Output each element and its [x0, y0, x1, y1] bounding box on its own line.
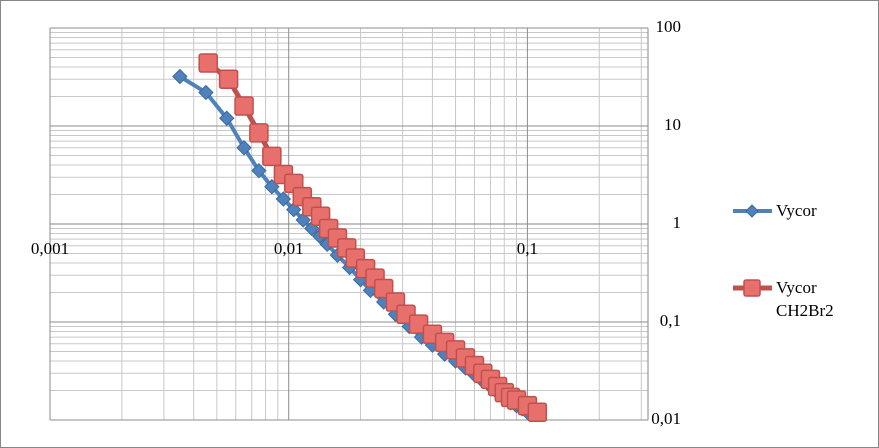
x-tick-label: 0,001: [31, 239, 69, 258]
data-point: [219, 110, 235, 126]
y-tick-label: 100: [656, 17, 682, 36]
y-tick-label: 10: [664, 115, 681, 134]
y-tick-label: 0,1: [660, 311, 681, 330]
data-point: [234, 96, 254, 116]
series-line: [206, 60, 539, 415]
y-tick-label: 0,01: [651, 409, 681, 428]
y-tick-label: 1: [673, 213, 682, 232]
data-point: [218, 69, 239, 89]
legend-label: Vycor: [776, 201, 817, 220]
x-tick-label: 0,01: [274, 239, 304, 258]
data-point: [262, 146, 282, 167]
data-point: [527, 402, 548, 422]
legend-marker: [745, 204, 759, 218]
legend-marker: [743, 279, 761, 297]
data-point: [249, 123, 269, 143]
data-point: [275, 191, 292, 207]
data-point: [198, 53, 218, 73]
series: [198, 53, 548, 422]
data-point: [264, 179, 280, 195]
data-point: [286, 201, 302, 218]
data-point: [198, 84, 214, 101]
data-point: [172, 68, 188, 85]
data-point: [251, 162, 267, 179]
legend-label: Vycor CH2Br2: [776, 278, 834, 320]
data-point: [236, 140, 252, 156]
x-tick-label: 0,1: [517, 239, 538, 258]
